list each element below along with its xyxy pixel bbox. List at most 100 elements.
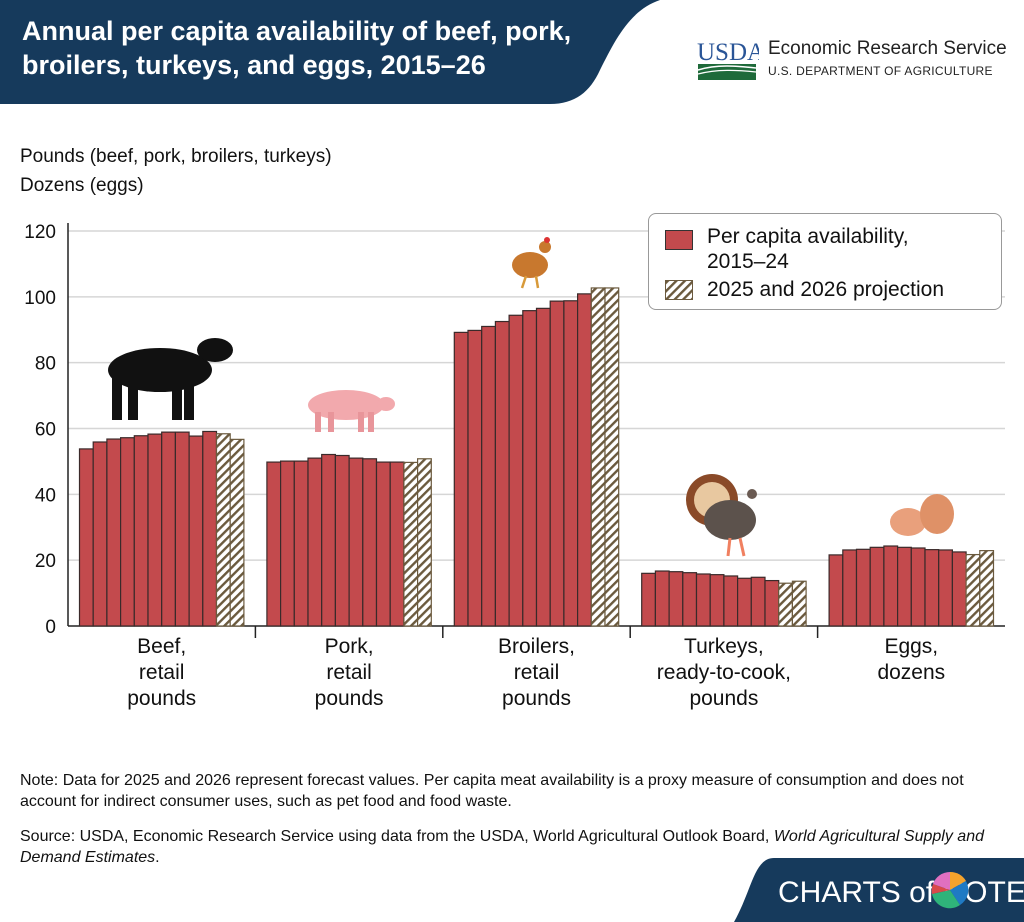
bar-turkeys-2018 bbox=[682, 572, 698, 627]
bar-turkeys-2026 bbox=[791, 580, 807, 627]
y-axis-label-line-1: Pounds (beef, pork, broilers, turkeys) bbox=[20, 146, 332, 167]
turkey-icon bbox=[686, 474, 757, 557]
bar-eggs-2020 bbox=[896, 546, 912, 627]
source-text: Source: USDA, Economic Research Service … bbox=[20, 826, 1000, 868]
bar-beef-2016 bbox=[92, 441, 108, 627]
y-tick-label: 80 bbox=[35, 354, 56, 375]
bar-eggs-2018 bbox=[869, 546, 885, 627]
x-category-label: Pork, retail pounds bbox=[259, 634, 439, 712]
legend-label-projection: 2025 and 2026 projection bbox=[707, 278, 945, 301]
x-category-label: Eggs, dozens bbox=[821, 634, 1001, 686]
y-axis-label-line-2: Dozens (eggs) bbox=[20, 175, 144, 196]
bar-beef-2019 bbox=[133, 435, 149, 627]
chicken-icon bbox=[512, 237, 551, 289]
x-category-label-line: retail bbox=[513, 661, 560, 684]
charts-of-note-logo: CHARTS of NOTE bbox=[734, 858, 1024, 922]
agency-name: Economic Research Service bbox=[768, 38, 1007, 59]
legend-swatch-projection bbox=[665, 280, 693, 300]
bar-broilers-2026 bbox=[604, 287, 620, 627]
bar-turkeys-2019 bbox=[695, 573, 711, 627]
bar-beef-2022 bbox=[174, 431, 190, 627]
x-category-label-line: pounds bbox=[314, 687, 384, 710]
bar-pork-2015 bbox=[266, 461, 282, 627]
bar-turkeys-2016 bbox=[654, 570, 670, 627]
bar-turkeys-2022 bbox=[736, 577, 752, 627]
bar-beef-2026 bbox=[229, 438, 245, 627]
bar-eggs-2026 bbox=[979, 550, 995, 627]
bar-eggs-2017 bbox=[855, 548, 871, 627]
y-tick-label: 60 bbox=[35, 420, 56, 441]
eggs-icon bbox=[890, 494, 954, 536]
x-category-label: Beef, retail pounds bbox=[72, 634, 252, 712]
usda-logo-text: USDA bbox=[697, 39, 759, 66]
pig-icon bbox=[308, 390, 395, 432]
bar-beef-2021 bbox=[161, 431, 176, 627]
bar-turkeys-2015 bbox=[641, 572, 657, 627]
bar-eggs-2024 bbox=[951, 551, 967, 627]
x-category-label: Turkeys, ready-to-cook, pounds bbox=[634, 634, 814, 712]
bar-pork-2022 bbox=[362, 458, 378, 627]
bar-broilers-2019 bbox=[508, 314, 524, 627]
bar-pork-2019 bbox=[321, 453, 337, 627]
bar-pork-2026 bbox=[417, 458, 432, 627]
bar-broilers-2017 bbox=[481, 325, 497, 627]
bar-pork-2018 bbox=[307, 457, 323, 627]
x-category-label-line: Eggs, bbox=[884, 635, 939, 658]
bar-turkeys-2020 bbox=[709, 574, 725, 627]
x-category-label-line: retail bbox=[138, 661, 185, 684]
bar-eggs-2021 bbox=[910, 547, 926, 627]
bar-eggs-2022 bbox=[924, 549, 940, 627]
bar-broilers-2023 bbox=[563, 300, 579, 627]
bar-pork-2024 bbox=[389, 461, 405, 627]
legend-label-actual-1: Per capita availability, bbox=[707, 225, 909, 248]
y-tick-label: 100 bbox=[24, 288, 56, 309]
bar-turkeys-2024 bbox=[764, 579, 780, 627]
bar-broilers-2025 bbox=[590, 287, 606, 627]
bar-broilers-2015 bbox=[453, 331, 469, 627]
y-tick-label: 40 bbox=[35, 485, 56, 506]
y-tick-label: 120 bbox=[24, 222, 56, 243]
bar-turkeys-2017 bbox=[668, 571, 684, 627]
bar-broilers-2024 bbox=[576, 293, 592, 627]
x-category-label-line: Beef, bbox=[137, 635, 187, 658]
bar-broilers-2018 bbox=[494, 320, 510, 627]
bar-beef-2023 bbox=[188, 435, 204, 627]
bar-beef-2020 bbox=[147, 433, 163, 627]
bar-broilers-2022 bbox=[549, 300, 565, 627]
bar-pork-2016 bbox=[280, 460, 295, 627]
legend-label-actual-2: 2015–24 bbox=[707, 250, 789, 273]
bar-eggs-2023 bbox=[938, 549, 954, 627]
bar-beef-2015 bbox=[78, 448, 94, 627]
x-category-label-line: pounds bbox=[127, 687, 197, 710]
x-category-label: Broilers, retail pounds bbox=[447, 634, 627, 712]
cow-icon bbox=[108, 338, 233, 420]
bar-turkeys-2021 bbox=[723, 575, 739, 627]
bar-beef-2017 bbox=[106, 438, 122, 627]
bar-pork-2020 bbox=[334, 454, 350, 627]
x-category-label-line: Broilers, bbox=[497, 635, 576, 658]
note-text: Note: Data for 2025 and 2026 represent f… bbox=[20, 772, 964, 810]
department-name: U.S. DEPARTMENT OF AGRICULTURE bbox=[768, 64, 993, 78]
y-tick-label: 20 bbox=[35, 551, 56, 572]
bar-eggs-2015 bbox=[828, 554, 844, 627]
bar-pork-2025 bbox=[403, 461, 419, 627]
bar-beef-2025 bbox=[215, 433, 231, 627]
bar-pork-2021 bbox=[348, 457, 364, 627]
brand-text: CHARTS of NOTE bbox=[778, 876, 1024, 909]
usda-logo: USDA bbox=[697, 39, 759, 80]
bar-beef-2018 bbox=[119, 437, 135, 627]
x-category-label-line: ready-to-cook, bbox=[656, 661, 791, 684]
bar-broilers-2016 bbox=[467, 329, 483, 627]
source-italic: World Agricultural Supply and Demand Est… bbox=[20, 828, 984, 866]
bar-beef-2024 bbox=[202, 430, 218, 627]
x-category-label-line: pounds bbox=[689, 687, 759, 710]
bar-broilers-2020 bbox=[522, 310, 538, 627]
legend: Per capita availability, 2015–24 2025 an… bbox=[648, 213, 1002, 310]
bar-turkeys-2023 bbox=[750, 576, 766, 627]
y-tick-label: 0 bbox=[45, 617, 56, 638]
x-category-label-line: Turkeys, bbox=[684, 635, 764, 658]
chart-title: Annual per capita availability of beef, … bbox=[22, 16, 572, 80]
source-prefix: Source: USDA, Economic Research Service … bbox=[20, 828, 774, 845]
